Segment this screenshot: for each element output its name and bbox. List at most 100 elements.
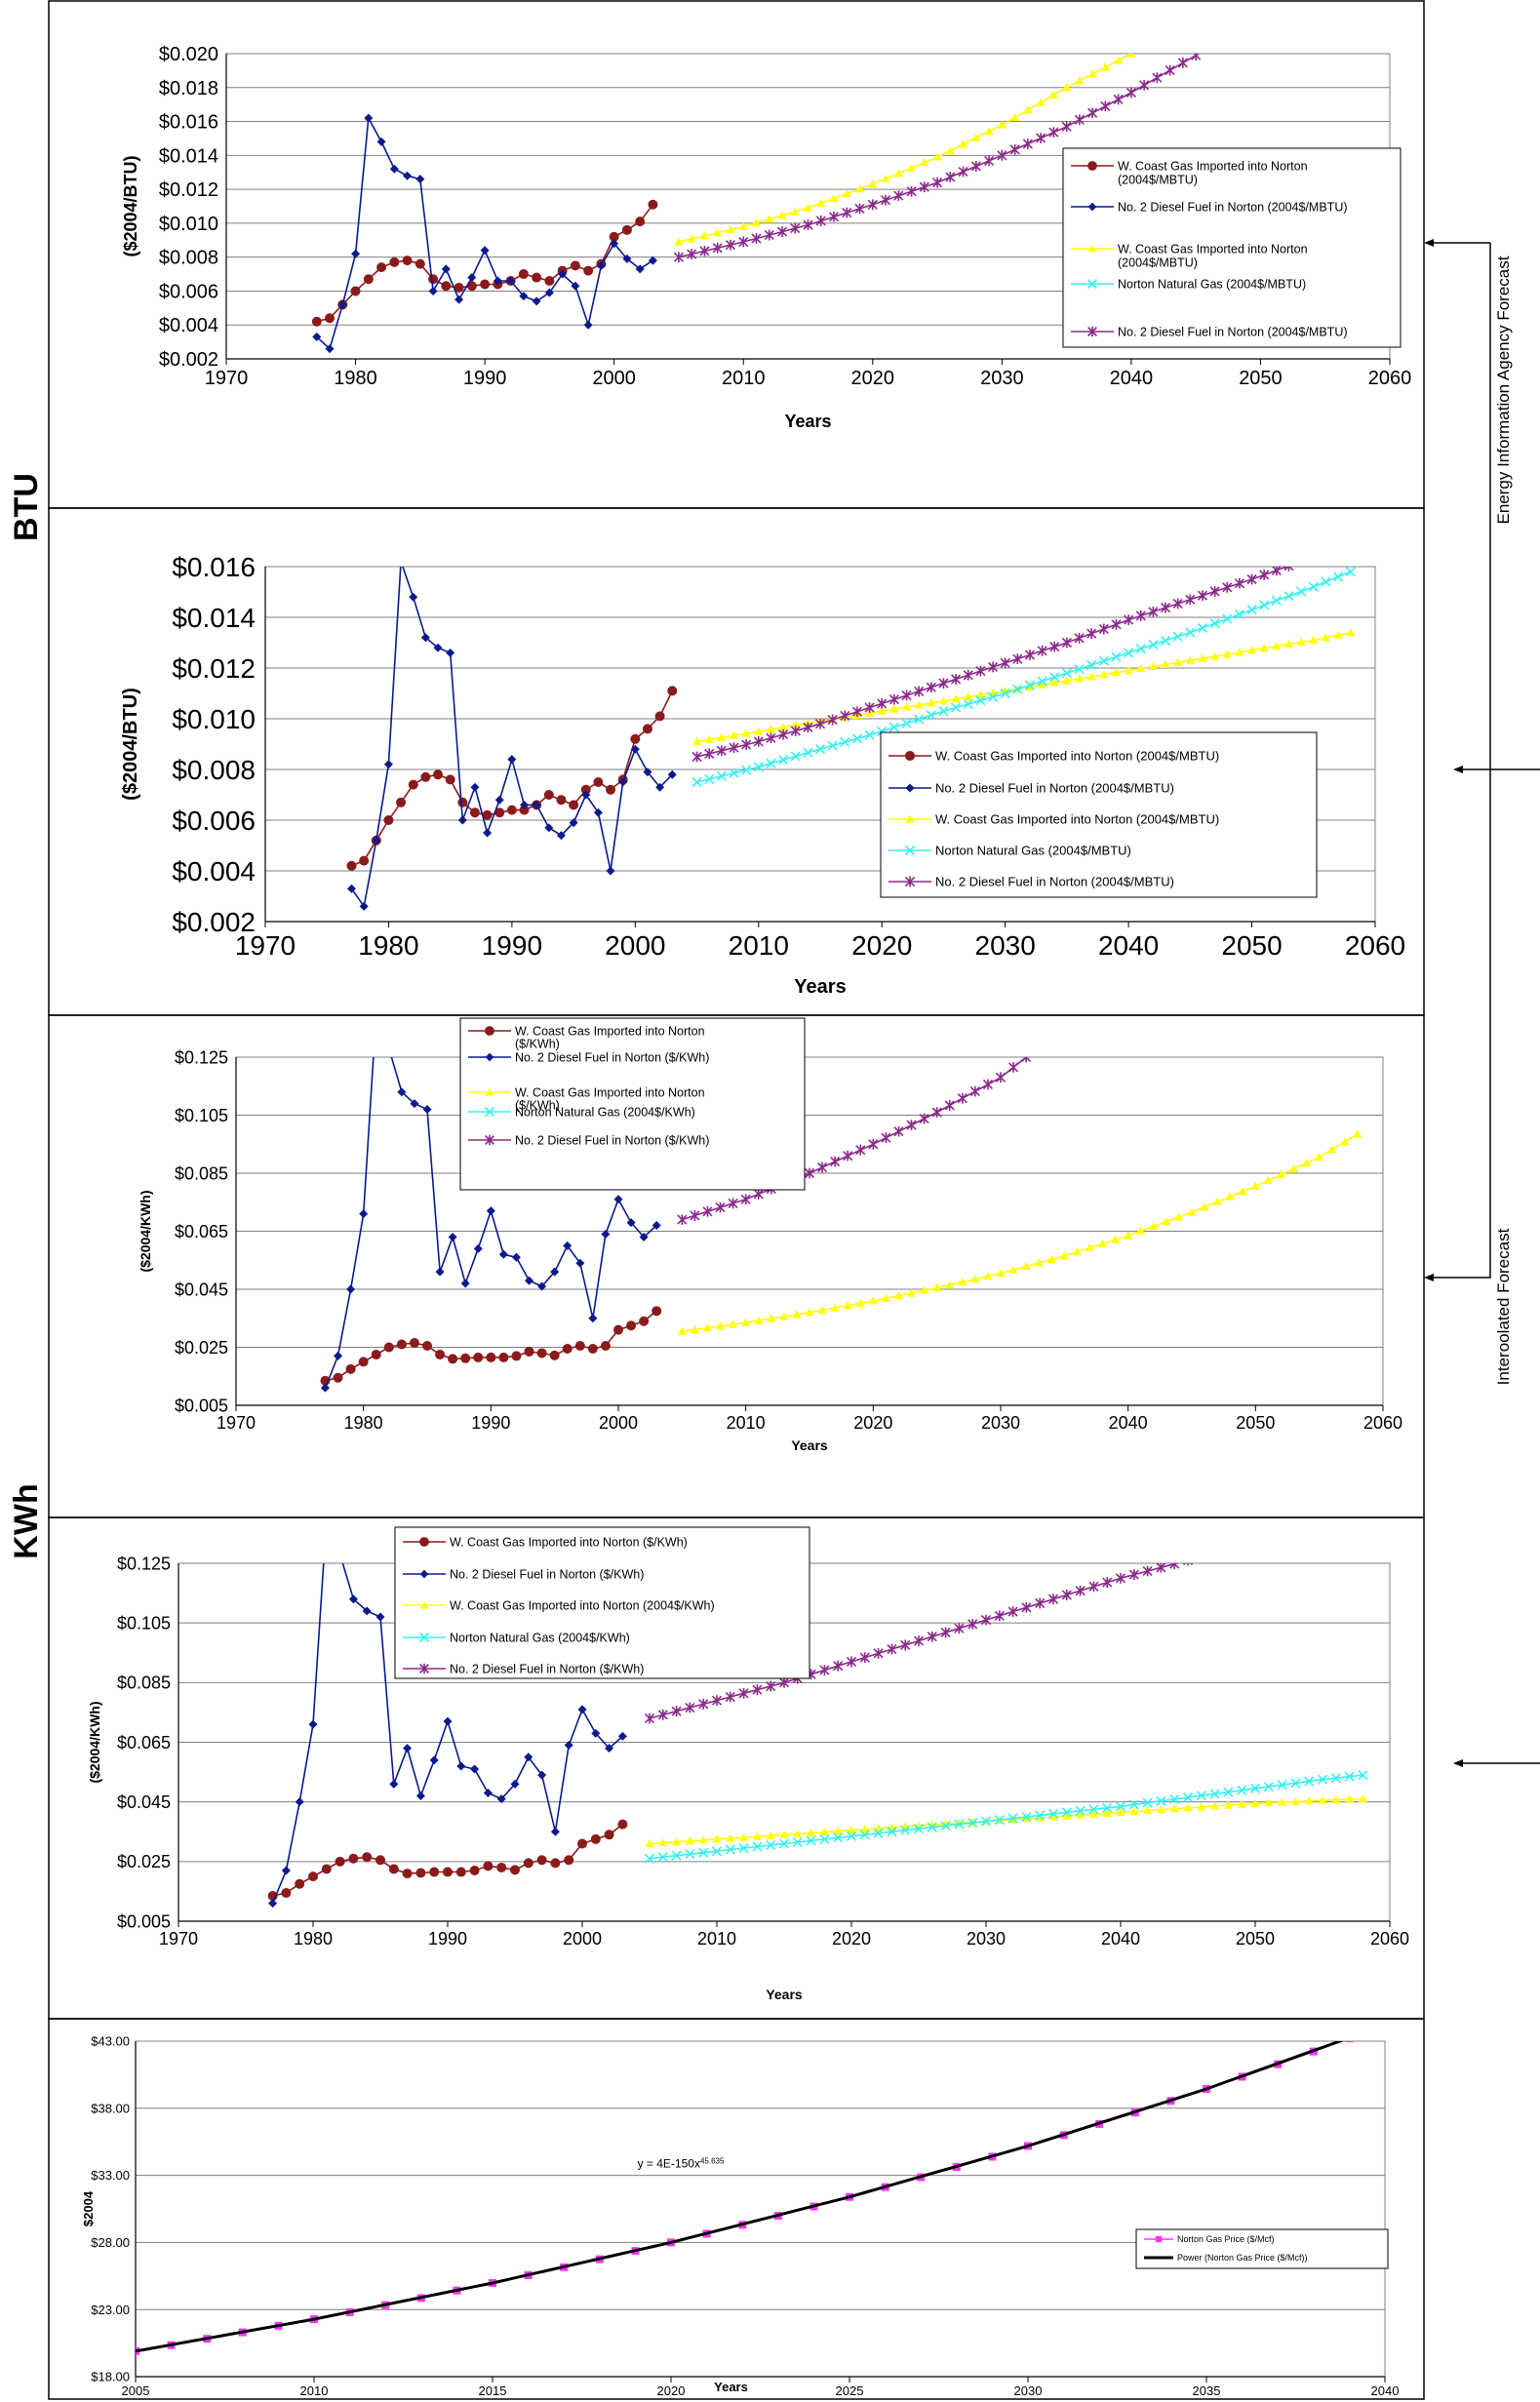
data-point <box>409 592 418 602</box>
data-point <box>1259 570 1270 580</box>
legend-label: Norton Gas Price ($/Mcf) <box>1177 2234 1275 2244</box>
data-point <box>779 1312 789 1320</box>
data-point <box>617 1731 627 1741</box>
legend-swatch-marker <box>1087 244 1097 253</box>
x-tick-label: 2010 <box>697 1929 736 1949</box>
data-point <box>931 1107 942 1118</box>
y-tick-label: $0.085 <box>175 1163 228 1183</box>
data-point <box>725 239 736 251</box>
data-point <box>940 1627 951 1638</box>
data-point <box>1182 1563 1194 1566</box>
data-point <box>626 1320 637 1331</box>
data-point <box>457 797 468 807</box>
series-markers-c2-3 <box>691 567 1356 788</box>
data-point <box>975 690 985 699</box>
data-point <box>483 1861 494 1871</box>
series-markers-c3-1 <box>320 1087 661 1393</box>
x-tick-label: 2020 <box>851 368 895 389</box>
data-point <box>753 736 764 747</box>
y-tick-label: $0.085 <box>117 1674 171 1693</box>
data-point <box>667 769 677 779</box>
data-point <box>790 222 801 234</box>
data-point <box>295 1797 304 1807</box>
data-point <box>457 815 467 825</box>
data-point <box>435 1267 445 1277</box>
data-point <box>790 207 800 216</box>
data-point <box>435 1349 446 1359</box>
x-tick-label: 2010 <box>722 368 766 389</box>
series-markers-c2-4 <box>691 567 1302 763</box>
data-point <box>537 1281 547 1291</box>
data-point <box>596 260 606 270</box>
data-point <box>506 805 517 815</box>
data-point <box>1191 54 1202 61</box>
data-point <box>971 133 981 141</box>
data-point <box>740 1194 751 1205</box>
data-point <box>1197 622 1208 633</box>
data-point <box>321 1864 332 1874</box>
legend-swatch-marker <box>419 1569 429 1579</box>
data-point <box>1333 630 1343 639</box>
data-point <box>859 1652 870 1664</box>
data-point <box>622 254 632 263</box>
data-point <box>506 276 516 286</box>
legend-label: No. 2 Diesel Fuel in Norton ($/KWh) <box>515 1133 709 1147</box>
data-point <box>658 1838 668 1847</box>
data-point <box>819 1833 830 1844</box>
data-point <box>467 273 477 283</box>
data-point <box>778 728 789 740</box>
data-point <box>830 1156 841 1167</box>
data-point <box>957 1092 967 1104</box>
data-point <box>643 768 652 777</box>
x-tick-label: 2020 <box>657 2383 686 2398</box>
data-point <box>945 1280 955 1289</box>
data-point <box>1283 591 1294 602</box>
data-point <box>1124 648 1134 658</box>
y-tick-label: $0.045 <box>175 1280 228 1299</box>
y-tick-label: $0.125 <box>175 1047 228 1067</box>
data-point <box>907 1288 917 1297</box>
data-point <box>970 161 981 172</box>
data-point <box>726 1833 735 1842</box>
y-tick-label: $0.045 <box>117 1792 171 1812</box>
data-point <box>333 1372 343 1383</box>
data-point <box>1124 1231 1133 1240</box>
data-point <box>1113 94 1124 105</box>
connector-lines <box>1432 242 1540 1764</box>
data-point <box>951 702 962 713</box>
data-point <box>1049 672 1060 683</box>
data-point <box>1358 1770 1368 1781</box>
data-point <box>1183 1803 1193 1812</box>
data-point <box>433 769 444 780</box>
data-point <box>1235 648 1244 656</box>
data-point <box>833 1832 844 1843</box>
data-point <box>766 725 775 733</box>
data-point <box>1345 567 1356 577</box>
chart-c2: $0.002 $0.004 $0.006 $0.008 $0.010 $0.012 $0.0… <box>120 552 1405 998</box>
data-point <box>1000 688 1010 699</box>
legend-swatch-marker <box>1087 326 1097 337</box>
data-point <box>806 1835 816 1846</box>
data-point <box>1012 684 1023 694</box>
data-point <box>864 729 875 740</box>
data-point <box>677 1214 688 1225</box>
x-tick-label: 2020 <box>851 930 912 961</box>
y-tick-label: $0.004 <box>172 856 256 886</box>
data-point <box>711 1695 723 1707</box>
data-point <box>1024 680 1036 690</box>
x-axis-title: Years <box>791 1437 828 1453</box>
trend-equation-exponent: 45.635 <box>700 2156 725 2165</box>
data-point <box>698 1698 709 1710</box>
data-point <box>388 1864 399 1874</box>
data-point <box>642 724 652 734</box>
data-point <box>583 320 593 330</box>
series-markers-c2-1 <box>347 592 677 911</box>
data-point <box>969 1085 980 1097</box>
data-point <box>403 1744 413 1753</box>
data-point <box>1197 590 1208 602</box>
data-point <box>685 1849 695 1860</box>
data-point <box>415 175 425 184</box>
data-point <box>1035 1810 1046 1821</box>
data-point <box>544 276 555 287</box>
data-point <box>833 1827 843 1835</box>
